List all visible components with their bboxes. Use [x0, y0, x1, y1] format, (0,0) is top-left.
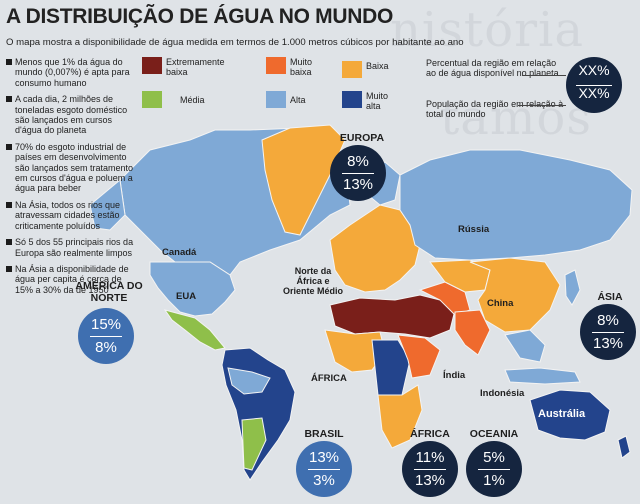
- legend-muito-baixa: Muito baixa: [266, 57, 336, 77]
- key-pointer-line: [522, 75, 566, 76]
- region-china: [469, 257, 561, 333]
- region-se-asia: [504, 329, 546, 363]
- fact-item: Na Ásia a disponibilidade de água per ca…: [6, 264, 134, 295]
- bullet-square-icon: [6, 96, 12, 103]
- region-japan: [564, 269, 581, 306]
- fact-item: Só 5 dos 55 principais rios da Europa sã…: [6, 237, 134, 258]
- region-south-america-2: [227, 367, 271, 395]
- badge-africa: 11% 13%: [402, 441, 458, 497]
- region-argentina: [241, 417, 267, 471]
- label-north-africa-middle-east: Norte da África e Oriente Médio: [282, 266, 343, 296]
- legend: Extremamente baixa Muito baixa Baixa Méd…: [142, 55, 402, 115]
- label-australia: Austrália: [538, 408, 586, 420]
- legend-media: Média: [142, 91, 222, 108]
- bullet-square-icon: [6, 201, 12, 208]
- badge-divider: [478, 469, 510, 470]
- badge-divider: [414, 469, 446, 470]
- fact-item: A cada dia, 2 milhões de toneladas esgot…: [6, 94, 134, 136]
- legend-swatch: [266, 91, 286, 108]
- legend-swatch: [142, 57, 162, 74]
- label-canada: Canadá: [162, 247, 197, 258]
- legend-swatch: [342, 61, 362, 78]
- region-russia: [399, 149, 633, 261]
- region-label-europa: EUROPA: [339, 132, 385, 144]
- watermark-1: nistória: [390, 2, 584, 58]
- key-water-text: Percentual da região em relação ao de ág…: [426, 58, 559, 78]
- bullet-square-icon: [6, 59, 12, 65]
- label-africa-map: ÁFRICA: [311, 373, 347, 384]
- bullet-square-icon: [6, 239, 12, 246]
- fact-item: Menos que 1% da água do mundo (0,007%) é…: [6, 57, 134, 88]
- legend-baixa: Baixa: [342, 61, 402, 78]
- region-label-america-norte: AMÉRICA DO NORTE: [75, 280, 143, 304]
- key-badge: XX% XX%: [566, 57, 622, 113]
- region-indonesia: [504, 367, 581, 385]
- region-label-asia: ÁSIA: [597, 291, 623, 303]
- bullet-square-icon: [6, 143, 12, 150]
- label-indonesia: Indonésia: [480, 388, 525, 399]
- badge-brasil: 13% 3%: [296, 441, 352, 497]
- key-population-text: População da região em relação à total d…: [426, 99, 564, 119]
- region-australia: [529, 389, 611, 441]
- legend-swatch: [342, 91, 362, 108]
- label-china: China: [487, 298, 514, 309]
- badge-oceania: 5% 1%: [466, 441, 522, 497]
- legend-alta: Alta: [266, 91, 326, 108]
- region-label-brasil: BRASIL: [304, 428, 344, 440]
- legend-extremamente-baixa: Extremamente baixa: [142, 57, 242, 77]
- badge-divider: [308, 469, 340, 470]
- badge-divider: [342, 173, 374, 174]
- fact-item: 70% do esgoto industrial de países em de…: [6, 142, 134, 194]
- region-new-zealand: [617, 435, 631, 459]
- key-pointer-line: [518, 105, 566, 106]
- region-europe: [329, 204, 421, 293]
- page-title: A DISTRIBUIÇÃO DE ÁGUA NO MUNDO: [6, 5, 393, 28]
- region-label-africa: ÁFRICA: [410, 428, 450, 440]
- badge-asia: 8% 13%: [580, 304, 636, 360]
- badge-divider: [90, 336, 122, 337]
- legend-swatch: [266, 57, 286, 74]
- region-usa: [149, 261, 236, 317]
- region-alaska: [89, 179, 126, 231]
- region-greenland: [261, 124, 346, 236]
- badge-europa: 8% 13%: [330, 145, 386, 201]
- badge-america-norte: 15% 8%: [78, 308, 134, 364]
- label-india: Índia: [443, 370, 466, 381]
- badge-key: Percentual da região em relação ao de ág…: [406, 55, 632, 119]
- label-russia: Rússia: [458, 224, 490, 235]
- label-eua: EUA: [176, 291, 197, 302]
- region-india: [454, 309, 491, 356]
- fact-item: Na Ásia, todos os rios que atravessam ci…: [6, 200, 134, 231]
- region-north-africa-middle-east: [329, 294, 456, 339]
- legend-muito-alta: Muito alta: [342, 91, 402, 111]
- legend-swatch: [142, 91, 162, 108]
- watermark-2: tamos: [440, 90, 592, 146]
- region-label-oceania: OCEANIA: [469, 428, 519, 440]
- badge-divider: [576, 85, 612, 86]
- region-south-america: [221, 347, 296, 481]
- region-africa-east: [397, 334, 441, 379]
- facts-list: Menos que 1% da água do mundo (0,007%) é…: [6, 57, 134, 301]
- bullet-square-icon: [6, 265, 12, 272]
- badge-divider: [592, 332, 624, 333]
- page-subtitle: O mapa mostra a disponibilidade de água …: [6, 37, 464, 48]
- region-africa-south: [377, 384, 423, 449]
- region-mexico: [163, 309, 226, 351]
